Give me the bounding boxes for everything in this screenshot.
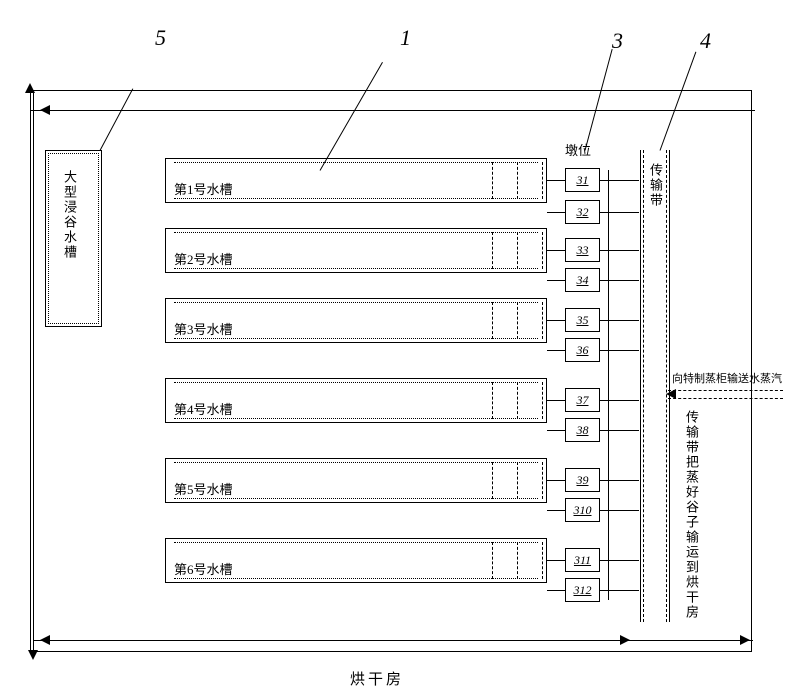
burner-tick-right bbox=[609, 510, 639, 511]
burner-32: 32 bbox=[565, 200, 600, 224]
water-trough-2: 第2号水槽 bbox=[165, 228, 547, 273]
burner-tick bbox=[599, 320, 609, 321]
burner-tick bbox=[599, 430, 609, 431]
callout-4: 4 bbox=[700, 28, 711, 54]
burner-tick-left bbox=[547, 180, 565, 181]
callout-3: 3 bbox=[612, 28, 623, 54]
arrow-left-top bbox=[40, 105, 50, 115]
burner-tick-right bbox=[609, 430, 639, 431]
burner-tick-right bbox=[609, 180, 639, 181]
callout-5: 5 bbox=[155, 25, 166, 51]
burner-tick-right bbox=[609, 280, 639, 281]
burner-33: 33 bbox=[565, 238, 600, 262]
burner-tick bbox=[599, 510, 609, 511]
burner-312: 312 bbox=[565, 578, 600, 602]
burner-35: 35 bbox=[565, 308, 600, 332]
water-trough-1: 第1号水槽 bbox=[165, 158, 547, 203]
trough-label: 第1号水槽 bbox=[174, 179, 233, 198]
burner-tick-right bbox=[609, 480, 639, 481]
burner-tick-left bbox=[547, 350, 565, 351]
diagram-root: 5 1 3 4 大型浸谷水槽 第1号水槽第2号水槽第3号水槽第4号水槽第5号水槽… bbox=[0, 0, 800, 698]
water-trough-3: 第3号水槽 bbox=[165, 298, 547, 343]
burner-tick-right bbox=[609, 560, 639, 561]
left-inner-vert bbox=[33, 90, 34, 650]
steam-line-top bbox=[668, 390, 783, 391]
burner-tick bbox=[599, 212, 609, 213]
water-trough-6: 第6号水槽 bbox=[165, 538, 547, 583]
arrow-right-bottom bbox=[620, 635, 630, 645]
burner-tick-left bbox=[547, 250, 565, 251]
conveyor-belt-dash bbox=[643, 150, 667, 622]
arrow-right-bottom-2 bbox=[740, 635, 750, 645]
arrow-left-bottom bbox=[40, 635, 50, 645]
top-arrow-line bbox=[30, 110, 755, 111]
burner-37: 37 bbox=[565, 388, 600, 412]
steam-line-bot bbox=[668, 398, 783, 399]
steam-arrow bbox=[666, 389, 676, 399]
callout-1: 1 bbox=[400, 25, 411, 51]
burner-tick-left bbox=[547, 280, 565, 281]
burner-34: 34 bbox=[565, 268, 600, 292]
trough-label: 第2号水槽 bbox=[174, 249, 233, 268]
burner-tick-right bbox=[609, 590, 639, 591]
burner-tick-left bbox=[547, 400, 565, 401]
burner-tick-right bbox=[609, 212, 639, 213]
burner-tick-left bbox=[547, 320, 565, 321]
burner-tick bbox=[599, 400, 609, 401]
bottom-arrow-line bbox=[33, 640, 753, 641]
arrow-up-left bbox=[25, 83, 35, 93]
burner-38: 38 bbox=[565, 418, 600, 442]
water-trough-5: 第5号水槽 bbox=[165, 458, 547, 503]
burner-tick bbox=[599, 280, 609, 281]
trough-label: 第4号水槽 bbox=[174, 399, 233, 418]
burner-tick-right bbox=[609, 320, 639, 321]
burner-tick bbox=[599, 180, 609, 181]
burner-tick bbox=[599, 480, 609, 481]
burner-31: 31 bbox=[565, 168, 600, 192]
burner-tick bbox=[599, 560, 609, 561]
water-trough-4: 第4号水槽 bbox=[165, 378, 547, 423]
burner-trunk bbox=[608, 170, 609, 600]
trough-label: 第3号水槽 bbox=[174, 319, 233, 338]
burner-tick-left bbox=[547, 560, 565, 561]
trough-label: 第6号水槽 bbox=[174, 559, 233, 578]
burner-tick-left bbox=[547, 590, 565, 591]
steam-note: 向特制蒸柜输送水蒸汽 bbox=[672, 370, 782, 386]
burner-310: 310 bbox=[565, 498, 600, 522]
burner-tick-right bbox=[609, 350, 639, 351]
large-tank-label: 大型浸谷水槽 bbox=[60, 170, 79, 260]
burner-311: 311 bbox=[565, 548, 600, 572]
burner-tick bbox=[599, 590, 609, 591]
burner-36: 36 bbox=[565, 338, 600, 362]
bottom-label: 烘干房 bbox=[350, 668, 404, 689]
burner-tick bbox=[599, 250, 609, 251]
burner-tick-left bbox=[547, 212, 565, 213]
conveyor-label: 传输带 bbox=[646, 163, 665, 208]
burner-header: 墩位 bbox=[565, 140, 591, 159]
burner-tick-right bbox=[609, 250, 639, 251]
burner-tick-left bbox=[547, 430, 565, 431]
burner-tick-right bbox=[609, 400, 639, 401]
burner-tick-left bbox=[547, 480, 565, 481]
trough-label: 第5号水槽 bbox=[174, 479, 233, 498]
transport-note: 传输带把蒸好谷子输运到烘干房 bbox=[682, 410, 701, 620]
burner-tick bbox=[599, 350, 609, 351]
burner-tick-left bbox=[547, 510, 565, 511]
arrow-down-left bbox=[28, 650, 38, 660]
burner-39: 39 bbox=[565, 468, 600, 492]
